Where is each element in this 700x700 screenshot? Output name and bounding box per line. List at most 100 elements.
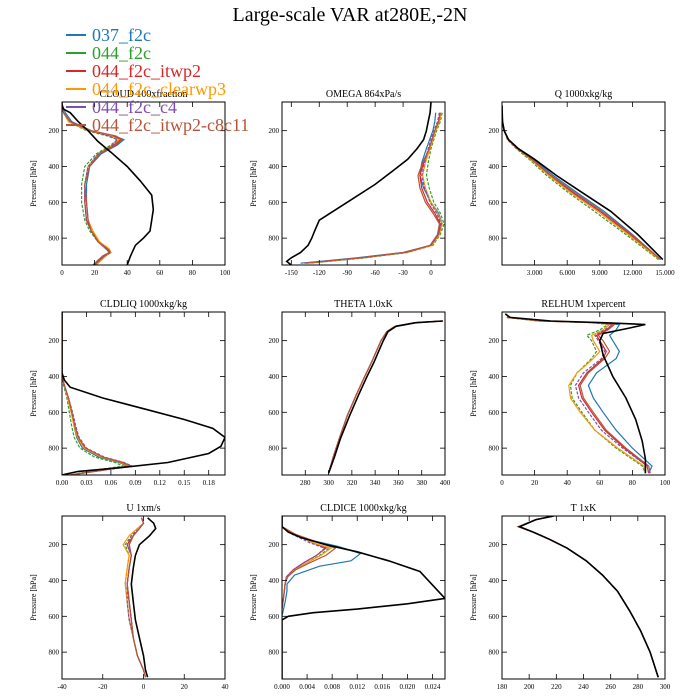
x-tick-label: 280 [300,479,311,487]
series-line [502,105,660,261]
x-tick-label: -30 [398,269,408,277]
series-line [328,320,443,474]
x-tick-label: 100 [220,269,231,277]
legend-swatch [66,106,86,108]
y-tick-label: 800 [269,445,280,453]
y-tick-label: 800 [49,649,60,657]
y-tick-label: 400 [489,163,500,171]
series-group [122,517,157,678]
y-tick-label: 200 [49,337,60,345]
y-tick-label: 200 [269,541,280,549]
x-tick-label: 240 [578,683,589,691]
series-line [328,320,443,474]
series-group [62,312,225,475]
y-tick-label: 600 [489,613,500,621]
series-line [516,516,659,678]
panel-title: OMEGA 864xPa/s [326,89,401,100]
x-tick-label: 0.004 [299,683,315,691]
legend-label: 044_f2c_itwp2 [92,61,201,81]
panel-frame [501,311,666,476]
x-tick-label: -60 [370,269,380,277]
legend-label: 044_f2c_c4 [92,97,177,117]
legend-swatch [66,124,86,126]
x-tick-label: 180 [497,683,508,691]
series-group [516,516,659,678]
y-axis-label: Pressure [hPa] [469,160,478,207]
x-tick-label: 380 [416,479,427,487]
series-line [62,312,225,475]
panel: 280 300 320 340 360 380 400 200 400 600 800 THETA 1… [269,299,451,487]
panel-title: CLOUD 100xfraction [99,89,187,100]
y-tick-label: 200 [269,337,280,345]
series-line [62,103,121,265]
panel: 0 20 40 60 80 100 200 400 600 800 RELHUM 1xpercent… [469,299,671,487]
panel-frame [281,101,446,266]
x-tick-label: 0.03 [80,479,93,487]
x-tick-label: 0 [142,683,146,691]
x-tick-label: -120 [313,269,326,277]
series-line [517,516,659,678]
y-tick-label: 800 [269,649,280,657]
x-tick-label: 0.000 [274,683,290,691]
y-tick-label: 200 [489,127,500,135]
x-tick-label: 20 [531,479,539,487]
series-line [62,103,124,265]
series-line [62,312,126,475]
x-tick-label: 0.020 [400,683,416,691]
x-tick-label: 60 [596,479,604,487]
legend-label: 044_f2c_itwp2-c8c11 [92,115,250,135]
x-tick-label: 12.000 [623,269,643,277]
panel: 180 200 220 240 260 280 300 200 400 600 800 T 1xK Pr… [469,503,671,691]
y-tick-label: 600 [269,409,280,417]
panel-title: RELHUM 1xpercent [541,299,625,310]
x-tick-label: 80 [629,479,637,487]
x-tick-label: 340 [370,479,381,487]
series-line [62,312,135,475]
panel: 3.000 6.000 9.000 12.000 15.000 200 400 600 800 Q… [469,89,675,277]
legend-label: 037_f2c [92,25,151,45]
series-line [506,316,651,474]
series-line [306,112,442,264]
panel-title: CLDICE 1000xkg/kg [320,503,406,514]
series-group [327,320,443,474]
x-tick-label: 300 [660,683,671,691]
panel-title: U 1xm/s [126,503,160,514]
y-tick-label: 200 [49,541,60,549]
panel: 0.00 0.03 0.06 0.09 0.12 0.15 0.18 200 400 600 800… [29,299,226,487]
x-tick-label: 9.000 [592,269,608,277]
series-line [516,516,659,678]
series-line [502,105,659,261]
legend-swatch [66,70,86,72]
series-line [62,312,133,475]
x-tick-label: 0.012 [349,683,365,691]
y-tick-label: 800 [489,649,500,657]
y-tick-label: 600 [49,409,60,417]
panel-frame [501,101,666,266]
y-tick-label: 200 [489,541,500,549]
y-tick-label: 600 [49,613,60,621]
x-tick-label: 220 [551,683,562,691]
legend-item: 044_f2c [66,44,249,62]
x-tick-label: 0.008 [324,683,340,691]
x-tick-label: 0 [500,479,504,487]
x-tick-label: 100 [660,479,671,487]
series-line [502,105,660,261]
y-tick-label: 400 [269,163,280,171]
y-axis-label: Pressure [hPa] [249,574,258,621]
series-line [130,517,157,678]
x-tick-label: 0.15 [178,479,191,487]
panel: 0 20 40 60 80 100 200 400 600 800 CLOUD 100xfracti… [29,89,231,277]
y-tick-label: 400 [49,163,60,171]
series-line [282,516,331,610]
y-tick-label: 400 [269,577,280,585]
x-tick-label: 15.000 [655,269,675,277]
x-tick-label: 0 [60,269,64,277]
x-tick-label: 320 [347,479,358,487]
series-line [300,112,443,264]
series-line [282,516,445,679]
series-line [328,320,443,474]
panel-frame [281,311,446,476]
y-tick-label: 200 [489,337,500,345]
legend-label: 044_f2c_clearwp3 [92,79,226,99]
